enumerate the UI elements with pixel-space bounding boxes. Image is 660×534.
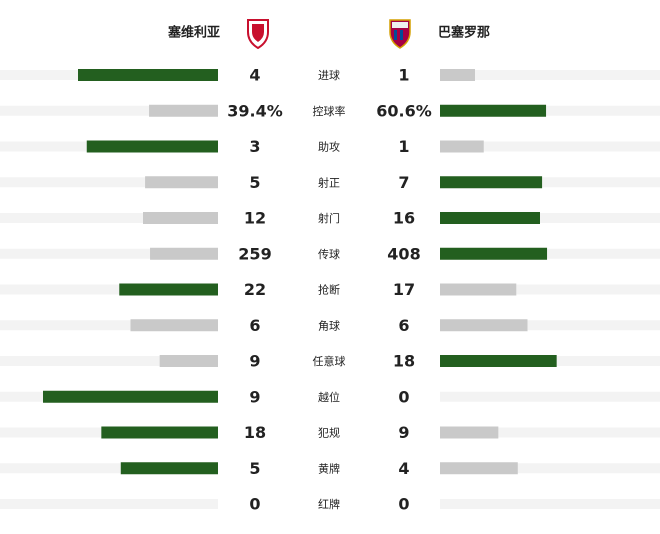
value-label: 60.6% <box>376 101 432 120</box>
right-track <box>440 320 660 331</box>
value-label: 0 <box>249 495 260 514</box>
bar <box>440 247 548 260</box>
value-label: 12 <box>244 209 266 228</box>
value-label: 9 <box>249 352 260 371</box>
right-track <box>440 463 660 474</box>
category-label: 抢断 <box>318 283 340 297</box>
category-label: 进球 <box>318 68 340 82</box>
category-label: 控球率 <box>313 104 346 118</box>
bar <box>130 319 218 332</box>
value-label: 5 <box>249 459 260 478</box>
bar <box>440 319 528 332</box>
category-label: 红牌 <box>318 497 340 511</box>
right-track <box>440 70 660 80</box>
left-track <box>0 499 218 509</box>
category-label: 越位 <box>318 390 340 404</box>
bar <box>159 355 218 367</box>
bar <box>440 69 475 81</box>
value-label: 6 <box>249 316 260 335</box>
left-track <box>0 320 218 331</box>
left-track <box>0 463 218 474</box>
value-label: 3 <box>249 137 260 156</box>
bar <box>145 176 218 189</box>
value-label: 6 <box>398 316 409 335</box>
right-track <box>440 105 660 116</box>
value-label: 18 <box>244 423 266 442</box>
right-track <box>440 213 660 223</box>
value-label: 1 <box>398 66 409 85</box>
right-track <box>440 177 660 188</box>
value-label: 22 <box>244 280 266 299</box>
value-label: 9 <box>398 423 409 442</box>
left-track <box>0 105 218 116</box>
bar <box>101 426 218 439</box>
right-track <box>440 284 660 295</box>
value-label: 7 <box>398 173 409 192</box>
value-label: 39.4% <box>227 101 283 120</box>
bar <box>440 462 518 475</box>
value-label: 9 <box>249 387 260 406</box>
bar <box>143 212 218 224</box>
left-track <box>0 284 218 295</box>
right-track <box>440 391 660 402</box>
value-label: 17 <box>393 280 415 299</box>
home-team-name: 塞维利亚 <box>168 25 220 41</box>
category-label: 黄牌 <box>318 461 340 475</box>
right-track <box>440 499 660 509</box>
bar <box>150 247 218 260</box>
value-label: 4 <box>249 66 260 85</box>
category-label: 射正 <box>318 175 340 189</box>
value-label: 5 <box>249 173 260 192</box>
value-label: 18 <box>393 352 415 371</box>
category-label: 射门 <box>318 211 340 225</box>
left-track <box>0 213 218 223</box>
bar <box>440 212 540 224</box>
category-label: 犯规 <box>318 426 340 440</box>
value-label: 259 <box>238 244 271 263</box>
bar <box>440 355 557 367</box>
bar <box>120 462 218 475</box>
left-track <box>0 177 218 188</box>
bar <box>440 140 484 153</box>
bar <box>119 283 218 296</box>
value-label: 408 <box>387 244 420 263</box>
bar <box>440 104 547 117</box>
category-label: 任意球 <box>313 354 346 368</box>
right-track <box>440 427 660 438</box>
category-label: 传球 <box>318 247 340 261</box>
bar <box>86 140 218 153</box>
away-team-name: 巴塞罗那 <box>438 25 490 41</box>
bar <box>78 69 218 81</box>
value-label: 16 <box>393 209 415 228</box>
bar <box>440 176 543 189</box>
value-label: 1 <box>398 137 409 156</box>
left-track <box>0 356 218 366</box>
right-track <box>440 141 660 152</box>
bar <box>43 390 218 403</box>
left-track <box>0 248 218 259</box>
bar <box>149 104 218 117</box>
right-track <box>440 248 660 259</box>
bar <box>440 283 517 296</box>
category-label: 角球 <box>318 318 340 332</box>
home-logo <box>247 19 269 50</box>
category-label: 助攻 <box>318 140 340 154</box>
value-label: 0 <box>398 495 409 514</box>
value-label: 4 <box>398 459 409 478</box>
away-logo <box>389 19 411 49</box>
bar <box>440 426 499 439</box>
value-label: 0 <box>398 387 409 406</box>
